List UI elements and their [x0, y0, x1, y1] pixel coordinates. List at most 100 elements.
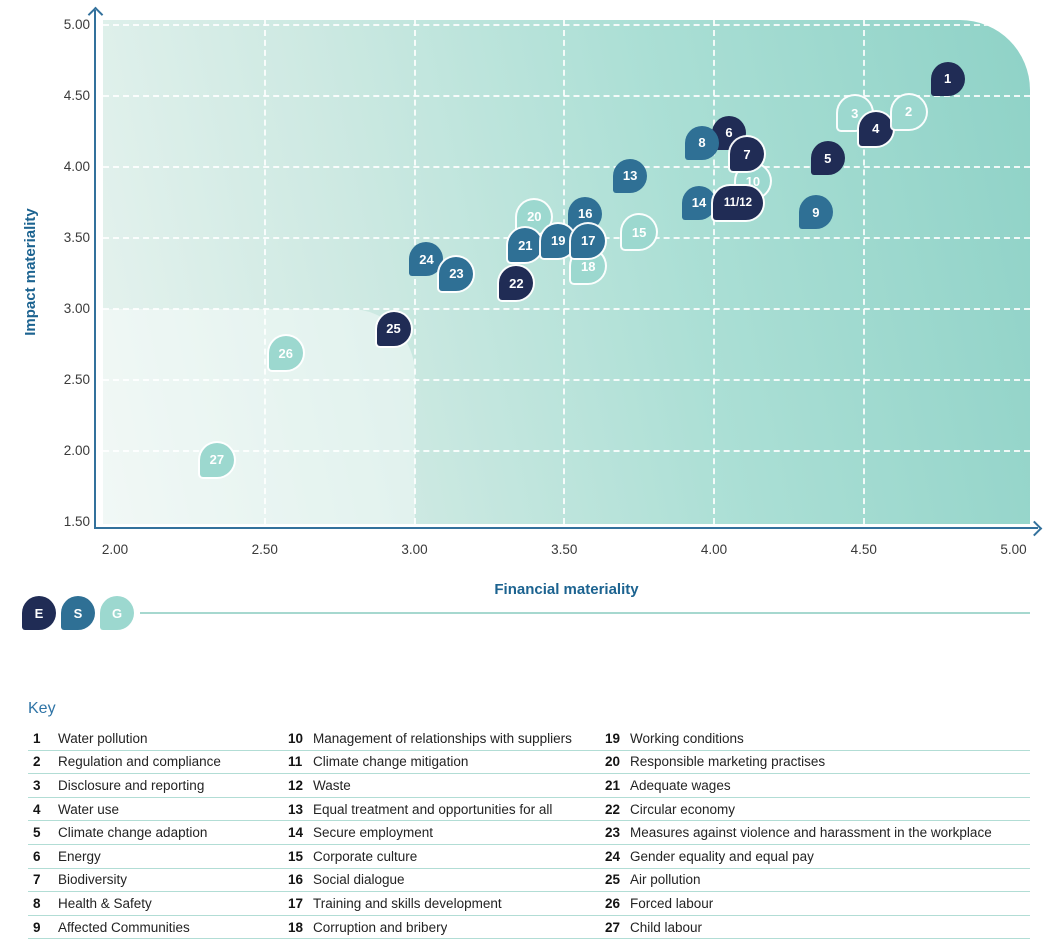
- key-row-1: 1 Water pollution: [28, 727, 283, 751]
- key-row-15: 15 Corporate culture: [283, 845, 600, 869]
- key-row-label: Affected Communities: [58, 919, 190, 935]
- legend-badge-S: S: [61, 596, 95, 630]
- y-tick-5.00: 5.00: [63, 17, 90, 32]
- key-row-number: 3: [33, 777, 41, 793]
- bubble-1: 1: [930, 61, 965, 96]
- bubble-14: 14: [682, 185, 717, 220]
- bubble-24: 24: [409, 242, 444, 277]
- key-row-2: 2 Regulation and compliance: [28, 751, 283, 775]
- key-column-2: 10 Management of relationships with suppl…: [283, 727, 600, 940]
- key-row-number: 2: [33, 754, 41, 770]
- key-row-label: Water pollution: [58, 730, 148, 746]
- key-row-7: 7 Biodiversity: [28, 869, 283, 893]
- key-row-14: 14 Secure employment: [283, 821, 600, 845]
- x-tick-2.50: 2.50: [251, 542, 278, 557]
- key-row-label: Energy: [58, 848, 101, 864]
- bubble-2: 2: [891, 94, 926, 129]
- key-row-number: 11: [288, 754, 303, 770]
- key-row-label: Corporate culture: [313, 848, 418, 864]
- key-row-label: Forced labour: [630, 895, 714, 911]
- legend-badge-G: G: [100, 596, 134, 630]
- bubble-21: 21: [508, 228, 543, 263]
- key-row-label: Adequate wages: [630, 777, 731, 793]
- bubble-25: 25: [376, 311, 411, 346]
- y-tick-4.00: 4.00: [63, 159, 90, 174]
- bubble-26: 26: [268, 336, 303, 371]
- key-row-label: Air pollution: [630, 872, 701, 888]
- bubble-13: 13: [613, 158, 648, 193]
- key-row-3: 3 Disclosure and reporting: [28, 774, 283, 798]
- key-row-number: 17: [288, 895, 304, 911]
- x-tick-3.50: 3.50: [551, 542, 578, 557]
- key-column-3: 19 Working conditions 20 Responsible market…: [600, 727, 1030, 940]
- y-tick-2.50: 2.50: [63, 372, 90, 387]
- key-row-label: Gender equality and equal pay: [630, 848, 814, 864]
- key-row-16: 16 Social dialogue: [283, 869, 600, 893]
- y-axis-title: Impact materiality: [22, 208, 39, 336]
- bubble-4: 4: [858, 111, 893, 146]
- key-row-label: Biodiversity: [58, 872, 128, 888]
- key-table: 1 Water pollution 2 Regulation and complian…: [28, 727, 1030, 940]
- x-tick-5.00: 5.00: [1000, 542, 1027, 557]
- key-row-8: 8 Health & Safety: [28, 892, 283, 916]
- key-row-number: 5: [33, 825, 41, 841]
- gridline-v-4.50: [862, 20, 865, 524]
- key-row-6: 6 Energy: [28, 845, 283, 869]
- materiality-scatter-chart: 5.00 4.50 4.00 3.50 3.00 2.50 2.00 1.50 2.00 2.5…: [22, 6, 1043, 630]
- y-tick-4.50: 4.50: [63, 88, 90, 103]
- key-row-label: Water use: [58, 801, 120, 817]
- y-axis-arrow-icon: [87, 6, 104, 23]
- key-row-label: Child labour: [630, 919, 703, 935]
- key-row-9: 9 Affected Communities: [28, 916, 283, 940]
- key-row-5: 5 Climate change adaption: [28, 821, 283, 845]
- key-section: Key 1 Water pollution 2 Regulation and comp…: [28, 700, 1030, 940]
- key-row-number: 27: [605, 919, 621, 935]
- key-row-label: Working conditions: [630, 730, 744, 746]
- key-row-number: 20: [605, 754, 621, 770]
- key-row-label: Responsible marketing practises: [630, 754, 826, 770]
- key-row-label: Climate change mitigation: [313, 754, 469, 770]
- key-row-number: 12: [288, 777, 304, 793]
- key-row-number: 25: [605, 872, 621, 888]
- key-row-number: 22: [605, 801, 621, 817]
- bubble-22: 22: [499, 266, 534, 301]
- key-row-label: Equal treatment and opportunities for al…: [313, 801, 553, 817]
- bubble-23: 23: [439, 256, 474, 291]
- key-row-25: 25 Air pollution: [600, 869, 1030, 893]
- key-row-24: 24 Gender equality and equal pay: [600, 845, 1030, 869]
- key-row-label: Circular economy: [630, 801, 736, 817]
- y-tick-2.00: 2.00: [63, 443, 90, 458]
- key-row-27: 27 Child labour: [600, 916, 1030, 940]
- key-row-number: 14: [288, 825, 304, 841]
- key-row-label: Corruption and bribery: [313, 919, 448, 935]
- x-tick-4.00: 4.00: [700, 542, 728, 557]
- key-row-label: Disclosure and reporting: [58, 777, 205, 793]
- y-tick-1.50: 1.50: [63, 514, 90, 529]
- key-row-number: 7: [33, 872, 41, 888]
- y-axis-line: [94, 10, 96, 529]
- key-row-number: 23: [605, 825, 621, 841]
- key-row-20: 20 Responsible marketing practises: [600, 751, 1030, 775]
- gridline-v-3.50: [563, 20, 566, 524]
- key-row-21: 21 Adequate wages: [600, 774, 1030, 798]
- key-row-19: 19 Working conditions: [600, 727, 1030, 751]
- x-tick-2.00: 2.00: [101, 542, 129, 557]
- key-row-10: 10 Management of relationships with suppl…: [283, 727, 600, 751]
- key-row-number: 21: [605, 777, 621, 793]
- bubble-8: 8: [685, 125, 720, 160]
- key-row-number: 4: [33, 801, 41, 817]
- key-row-number: 1: [33, 730, 41, 746]
- key-row-18: 18 Corruption and bribery: [283, 916, 600, 940]
- key-row-label: Secure employment: [313, 825, 434, 841]
- key-row-label: Regulation and compliance: [58, 754, 221, 770]
- key-row-number: 16: [288, 872, 304, 888]
- bubble-20: 20: [517, 199, 552, 234]
- key-row-26: 26 Forced labour: [600, 892, 1030, 916]
- key-row-label: Waste: [313, 777, 351, 793]
- gridline-v-4.00: [713, 20, 715, 524]
- key-row-4: 4 Water use: [28, 798, 283, 822]
- bubble-7: 7: [729, 137, 764, 172]
- key-row-number: 8: [33, 895, 41, 911]
- key-row-13: 13 Equal treatment and opportunities for …: [283, 798, 600, 822]
